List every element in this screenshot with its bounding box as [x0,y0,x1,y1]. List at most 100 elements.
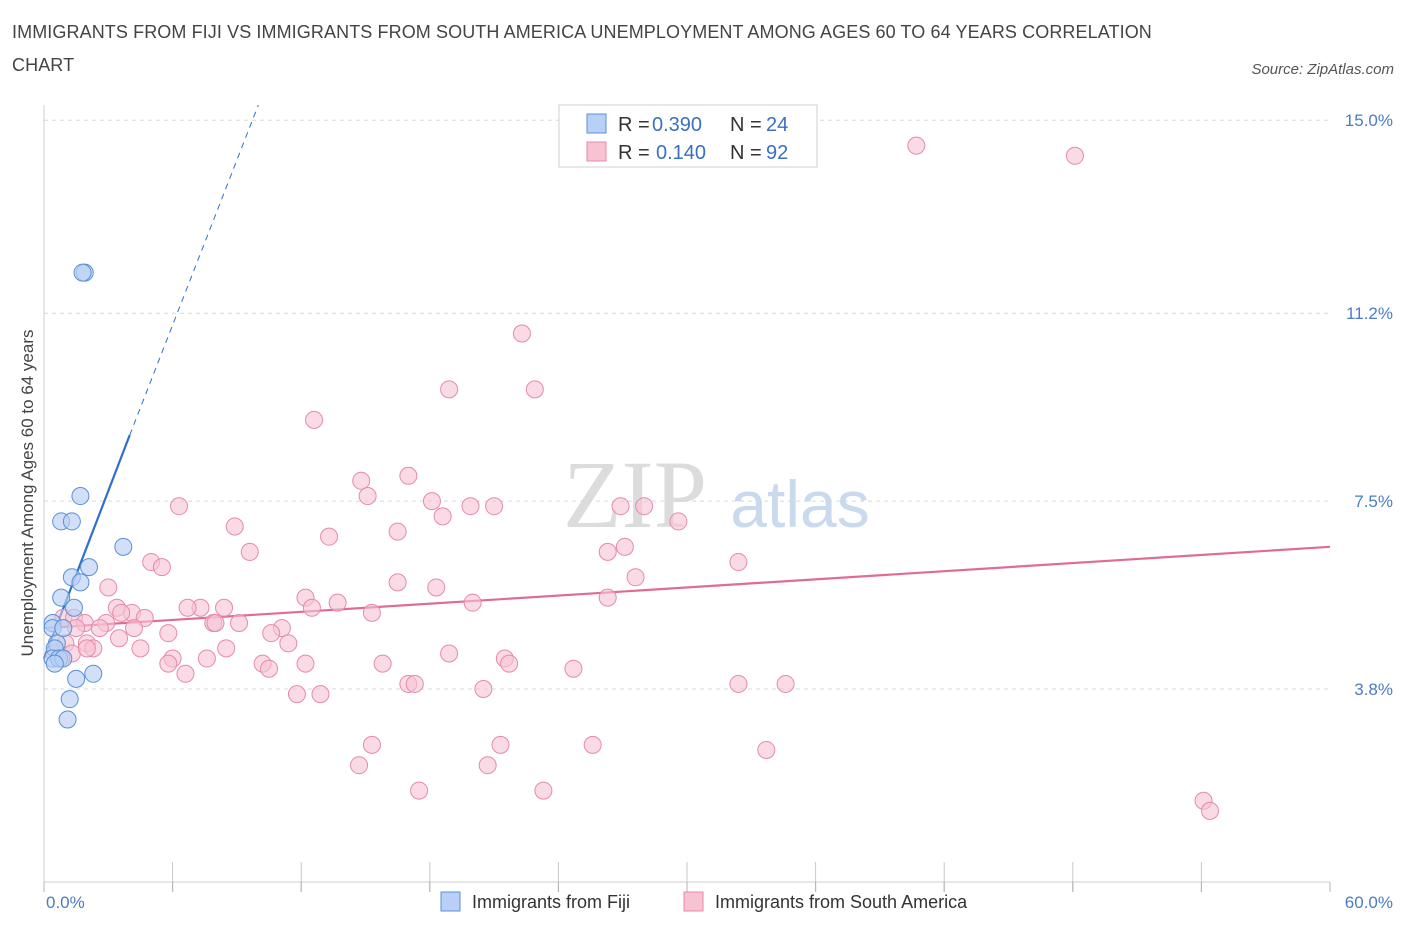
legend-fiji-r-label: R = [618,114,650,136]
legend-sa-n-label: N = [730,142,762,164]
trend-lines [42,104,1331,659]
legend-box: R = 0.390 N = 24 R = 0.140 N = 92 [558,104,818,168]
south-america-point [230,614,249,632]
south-america-point [635,497,654,516]
bottom-legend-sa-swatch [683,891,704,912]
south-america-point [112,603,131,622]
south-america-point [358,487,377,506]
south-america-point [352,471,371,490]
source-label: Source: ZipAtlas.com [1251,61,1394,78]
fiji-points [43,263,133,729]
y-tick-label: 15.0% [1345,111,1393,130]
chart-title: IMMIGRANTS FROM FIJI VS IMMIGRANTS FROM … [12,22,1152,75]
south-america-point [131,639,150,658]
fiji-point [71,487,90,506]
fiji-point [54,619,73,638]
bottom-legend-fiji-swatch [440,891,461,912]
y-tick-label: 3.8% [1354,680,1393,699]
south-america-point [399,466,418,485]
south-america-point [217,639,236,658]
south-america-point [197,649,216,668]
legend-sa-r-value: 0.140 [656,142,706,164]
watermark-zip: ZIP [563,441,707,548]
south-america-point [422,492,441,511]
south-america-points [45,136,1219,820]
south-america-point [388,573,407,592]
south-america-point [410,781,429,800]
fiji-point [80,558,99,577]
legend-sa-r-label: R = [618,142,650,164]
legend-fiji-n-label: N = [730,114,762,136]
south-america-point [512,324,531,343]
south-america-point [388,522,407,541]
south-america-point [461,497,480,516]
fiji-point [52,588,71,607]
south-america-point [729,674,748,693]
south-america-point [328,593,347,612]
legend-fiji-n-value: 24 [766,114,788,136]
south-america-point [262,624,281,643]
south-america-point [776,674,795,693]
south-america-point [159,624,178,643]
south-america-point [491,735,510,754]
x-tick-marks [43,862,1331,892]
south-america-point [615,537,634,556]
south-america-point [534,781,553,800]
south-america-point [206,614,225,632]
south-america-point [405,674,424,693]
south-america-point [225,517,244,536]
south-america-point [757,740,776,759]
x-tick-label-min: 0.0% [46,893,85,912]
south-america-point [260,659,279,678]
south-america-point [463,593,482,612]
fiji-point [58,710,77,729]
fiji-point [62,512,81,531]
south-america-point [296,654,315,673]
grid-lines [44,119,1330,690]
bottom-legend: Immigrants from Fiji Immigrants from Sou… [440,891,968,912]
south-america-point [474,680,493,699]
legend-sa-n-value: 92 [766,142,788,164]
watermark-atlas: atlas [730,467,869,541]
south-america-point [350,756,369,775]
south-america-point [440,380,459,399]
south-america-point [373,654,392,673]
south-america-point [583,735,602,754]
south-america-point [907,136,926,155]
legend-sa-swatch [586,141,607,162]
south-america-point [311,685,330,704]
fiji-point [65,598,84,617]
south-america-point [362,735,381,754]
y-tick-label: 11.2% [1346,304,1393,323]
fiji-point [67,669,86,688]
fiji-trend-extension [129,104,259,436]
bottom-legend-sa-label: Immigrants from South America [715,892,968,912]
south-america-point [598,588,617,607]
fiji-point [71,573,90,592]
south-america-point [320,527,339,546]
south-america-point [176,664,195,683]
legend-fiji-r-value: 0.390 [652,114,702,136]
south-america-point [159,654,178,673]
y-tick-labels: 3.8% 7.5% 11.2% 15.0% [1345,111,1393,699]
south-america-point [485,497,504,516]
south-america-point [626,568,645,587]
south-america-point [729,553,748,572]
y-tick-label: 7.5% [1354,492,1393,511]
south-america-point [170,497,189,516]
south-america-point [564,659,583,678]
south-america-point [152,558,171,577]
south-america-point [99,578,118,597]
south-america-point [178,598,197,617]
south-america-point [611,497,630,516]
south-america-point [500,654,519,673]
fiji-point [73,263,92,282]
south-america-point [1200,801,1219,820]
bottom-legend-fiji-label: Immigrants from Fiji [472,892,630,912]
south-america-point [440,644,459,663]
south-america-point [598,542,617,561]
legend-fiji-swatch [586,113,607,134]
south-america-point [427,578,446,597]
y-axis-label: Unemployment Among Ages 60 to 64 years [18,330,37,657]
fiji-point [60,690,79,709]
